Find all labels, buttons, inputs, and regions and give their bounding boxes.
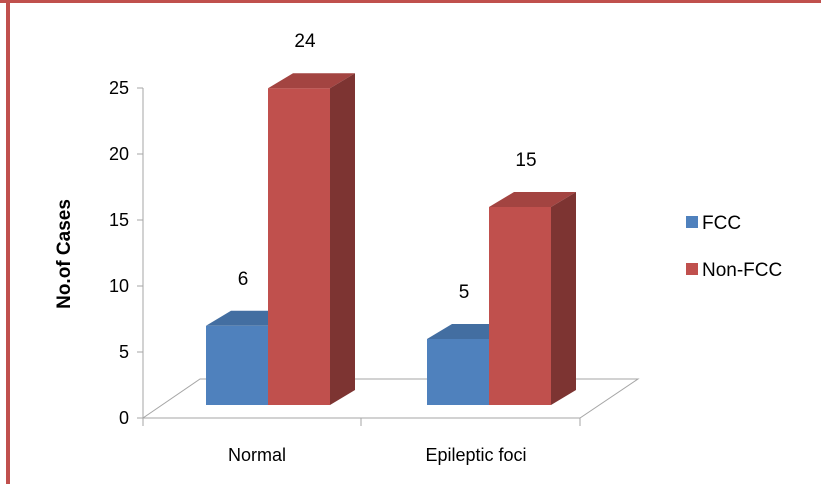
bars-group: 6 24 5 15 [206, 31, 576, 405]
bar: 6 [206, 269, 293, 405]
bar-top [489, 192, 576, 207]
y-axis-ticks: 0 5 10 15 20 25 [109, 78, 143, 428]
bar: 24 [268, 31, 355, 405]
legend-item: Non-FCC [686, 260, 782, 281]
bar-front [489, 207, 551, 405]
y-tick-label: 5 [119, 342, 129, 362]
legend-label: FCC [702, 213, 741, 234]
bar: 5 [427, 282, 514, 405]
bar-top [268, 73, 355, 89]
y-tick-label: 25 [109, 78, 129, 98]
y-tick-label: 15 [109, 210, 129, 230]
bar-front [206, 325, 268, 405]
legend-swatch [686, 216, 698, 228]
y-axis-title: No.of Cases [54, 199, 75, 309]
bar: 15 [489, 150, 576, 405]
x-tick-label: Normal [228, 445, 286, 465]
data-label: 6 [238, 269, 249, 290]
x-axis-ticks: Normal Epileptic foci [142, 418, 581, 465]
legend: FCC Non-FCC [686, 213, 782, 281]
legend-label: Non-FCC [702, 260, 782, 281]
bar-front [427, 339, 489, 405]
data-label: 15 [515, 150, 536, 171]
legend-item: FCC [686, 213, 741, 234]
bar-front [268, 88, 330, 405]
data-label: 5 [459, 282, 470, 303]
y-tick-label: 10 [109, 276, 129, 296]
y-tick-label: 0 [119, 408, 129, 428]
bar-side [551, 192, 576, 405]
data-label: 24 [294, 31, 316, 52]
y-tick-label: 20 [109, 144, 129, 164]
legend-swatch [686, 263, 698, 275]
x-tick-label: Epileptic foci [425, 445, 526, 465]
bar-side [330, 73, 355, 405]
